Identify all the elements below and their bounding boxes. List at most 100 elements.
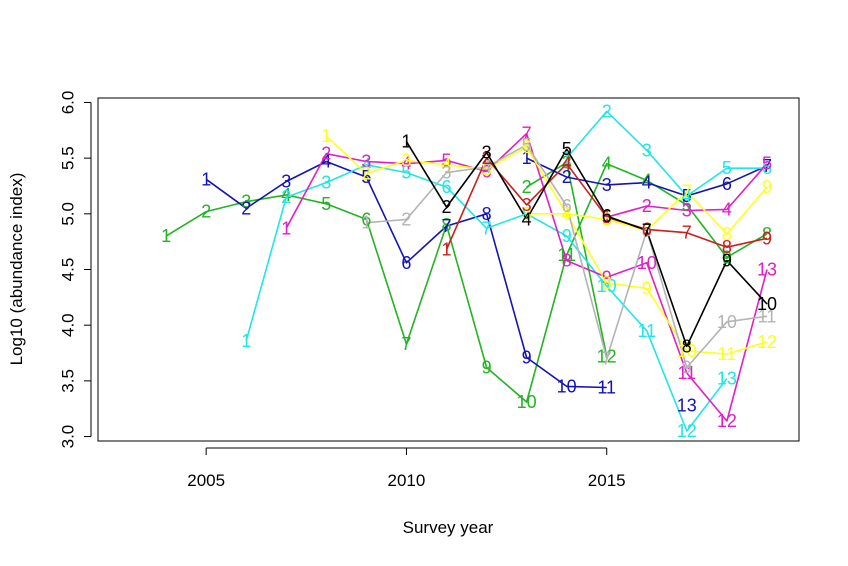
point-label: 2 [522, 177, 532, 197]
point-label: 4 [281, 185, 291, 205]
point-label: 8 [522, 204, 532, 224]
point-label: 2 [602, 101, 612, 121]
point-label: 10 [757, 294, 777, 314]
point-label: 7 [522, 124, 532, 144]
series-line [405, 140, 768, 348]
x-tick-label: 2005 [187, 471, 225, 490]
point-label: 7 [602, 349, 612, 369]
series-line [606, 163, 768, 218]
point-label: 11 [718, 344, 737, 364]
point-label: 12 [677, 421, 697, 441]
point-label: 5 [722, 158, 732, 178]
point-label: 2 [562, 167, 572, 187]
point-label: 1 [562, 148, 572, 168]
x-axis: 2005 2010 2015 [187, 447, 626, 490]
point-label: 13 [717, 369, 737, 389]
point-label: 9 [762, 228, 772, 248]
series-line [566, 110, 767, 197]
series-line [165, 162, 768, 403]
point-label: 4 [441, 155, 451, 175]
y-tick-label: 5.0 [59, 202, 78, 226]
point-label: 3 [642, 140, 652, 160]
series-line [366, 144, 768, 369]
point-label: 7 [682, 223, 692, 243]
point-label: 9 [482, 358, 492, 378]
point-label: 2 [241, 198, 251, 218]
point-label: 6 [602, 206, 612, 226]
point-label: 8 [682, 336, 692, 356]
point-label: 6 [642, 219, 652, 239]
point-label: 3 [522, 195, 532, 215]
point-label: 8 [722, 237, 732, 257]
point-label: 2 [441, 197, 451, 217]
point-label: 9 [722, 247, 732, 267]
point-label: 4 [642, 173, 652, 193]
point-label: 11 [637, 321, 656, 341]
point-label: 8 [602, 273, 612, 293]
point-label: 3 [281, 172, 291, 192]
point-label: 5 [321, 194, 331, 214]
point-label: 3 [682, 201, 692, 221]
point-label: 4 [321, 152, 331, 172]
point-label: 11 [597, 378, 616, 398]
point-label: 1 [361, 213, 371, 233]
series-line [526, 157, 768, 197]
point-label: 8 [642, 221, 652, 241]
x-axis-label: Survey year [403, 518, 494, 537]
point-label: 1 [241, 331, 251, 351]
point-label: 4 [361, 155, 371, 175]
point-label: 13 [757, 260, 777, 280]
point-label: 1 [281, 218, 291, 238]
point-label: 9 [722, 251, 732, 271]
point-label: 6 [562, 196, 572, 216]
point-label: 2 [401, 209, 411, 229]
point-label: 5 [562, 139, 572, 159]
point-label: 7 [562, 204, 572, 224]
point-label: 4 [642, 170, 652, 190]
series-line [526, 161, 608, 357]
point-label: 1 [522, 148, 532, 168]
point-label: 5 [682, 186, 692, 206]
point-label: 1 [321, 126, 331, 146]
series-line [325, 135, 768, 355]
point-label: 7 [682, 182, 692, 202]
point-label: 13 [677, 395, 697, 415]
point-label: 8 [482, 204, 492, 224]
point-label: 4 [401, 154, 411, 174]
point-label: 3 [361, 152, 371, 172]
point-label: 4 [722, 199, 732, 219]
point-label: 5 [361, 167, 371, 187]
point-label: 4 [562, 204, 572, 224]
point-label: 7 [762, 156, 772, 176]
y-tick-label: 4.5 [59, 258, 78, 282]
point-label: 1 [161, 226, 171, 246]
point-label: 2 [201, 202, 211, 222]
point-label: 10 [517, 392, 537, 412]
point-label: 10 [637, 253, 657, 273]
point-label: 1 [602, 207, 612, 227]
point-label: 10 [597, 276, 617, 296]
point-label: 5 [522, 135, 532, 155]
point-label: 12 [597, 346, 617, 366]
point-label: 1 [201, 169, 211, 189]
point-label: 8 [562, 251, 572, 271]
point-label: 7 [441, 216, 451, 236]
point-label: 6 [642, 221, 652, 241]
point-label: 6 [361, 209, 371, 229]
point-label: 5 [682, 195, 692, 215]
point-label: 7 [482, 218, 492, 238]
point-label: 6 [722, 174, 732, 194]
plot-area-frame [97, 97, 800, 442]
point-label: 3 [401, 150, 411, 170]
point-label: 6 [522, 137, 532, 157]
series-lines [165, 110, 768, 432]
point-label: 10 [557, 376, 577, 396]
point-label: 3 [562, 153, 572, 173]
point-label: 3 [522, 204, 532, 224]
series-line [245, 164, 728, 432]
point-label: 12 [757, 332, 777, 352]
x-tick-label: 2015 [588, 471, 626, 490]
y-tick-label: 4.0 [59, 313, 78, 337]
point-label: 2 [321, 144, 331, 164]
